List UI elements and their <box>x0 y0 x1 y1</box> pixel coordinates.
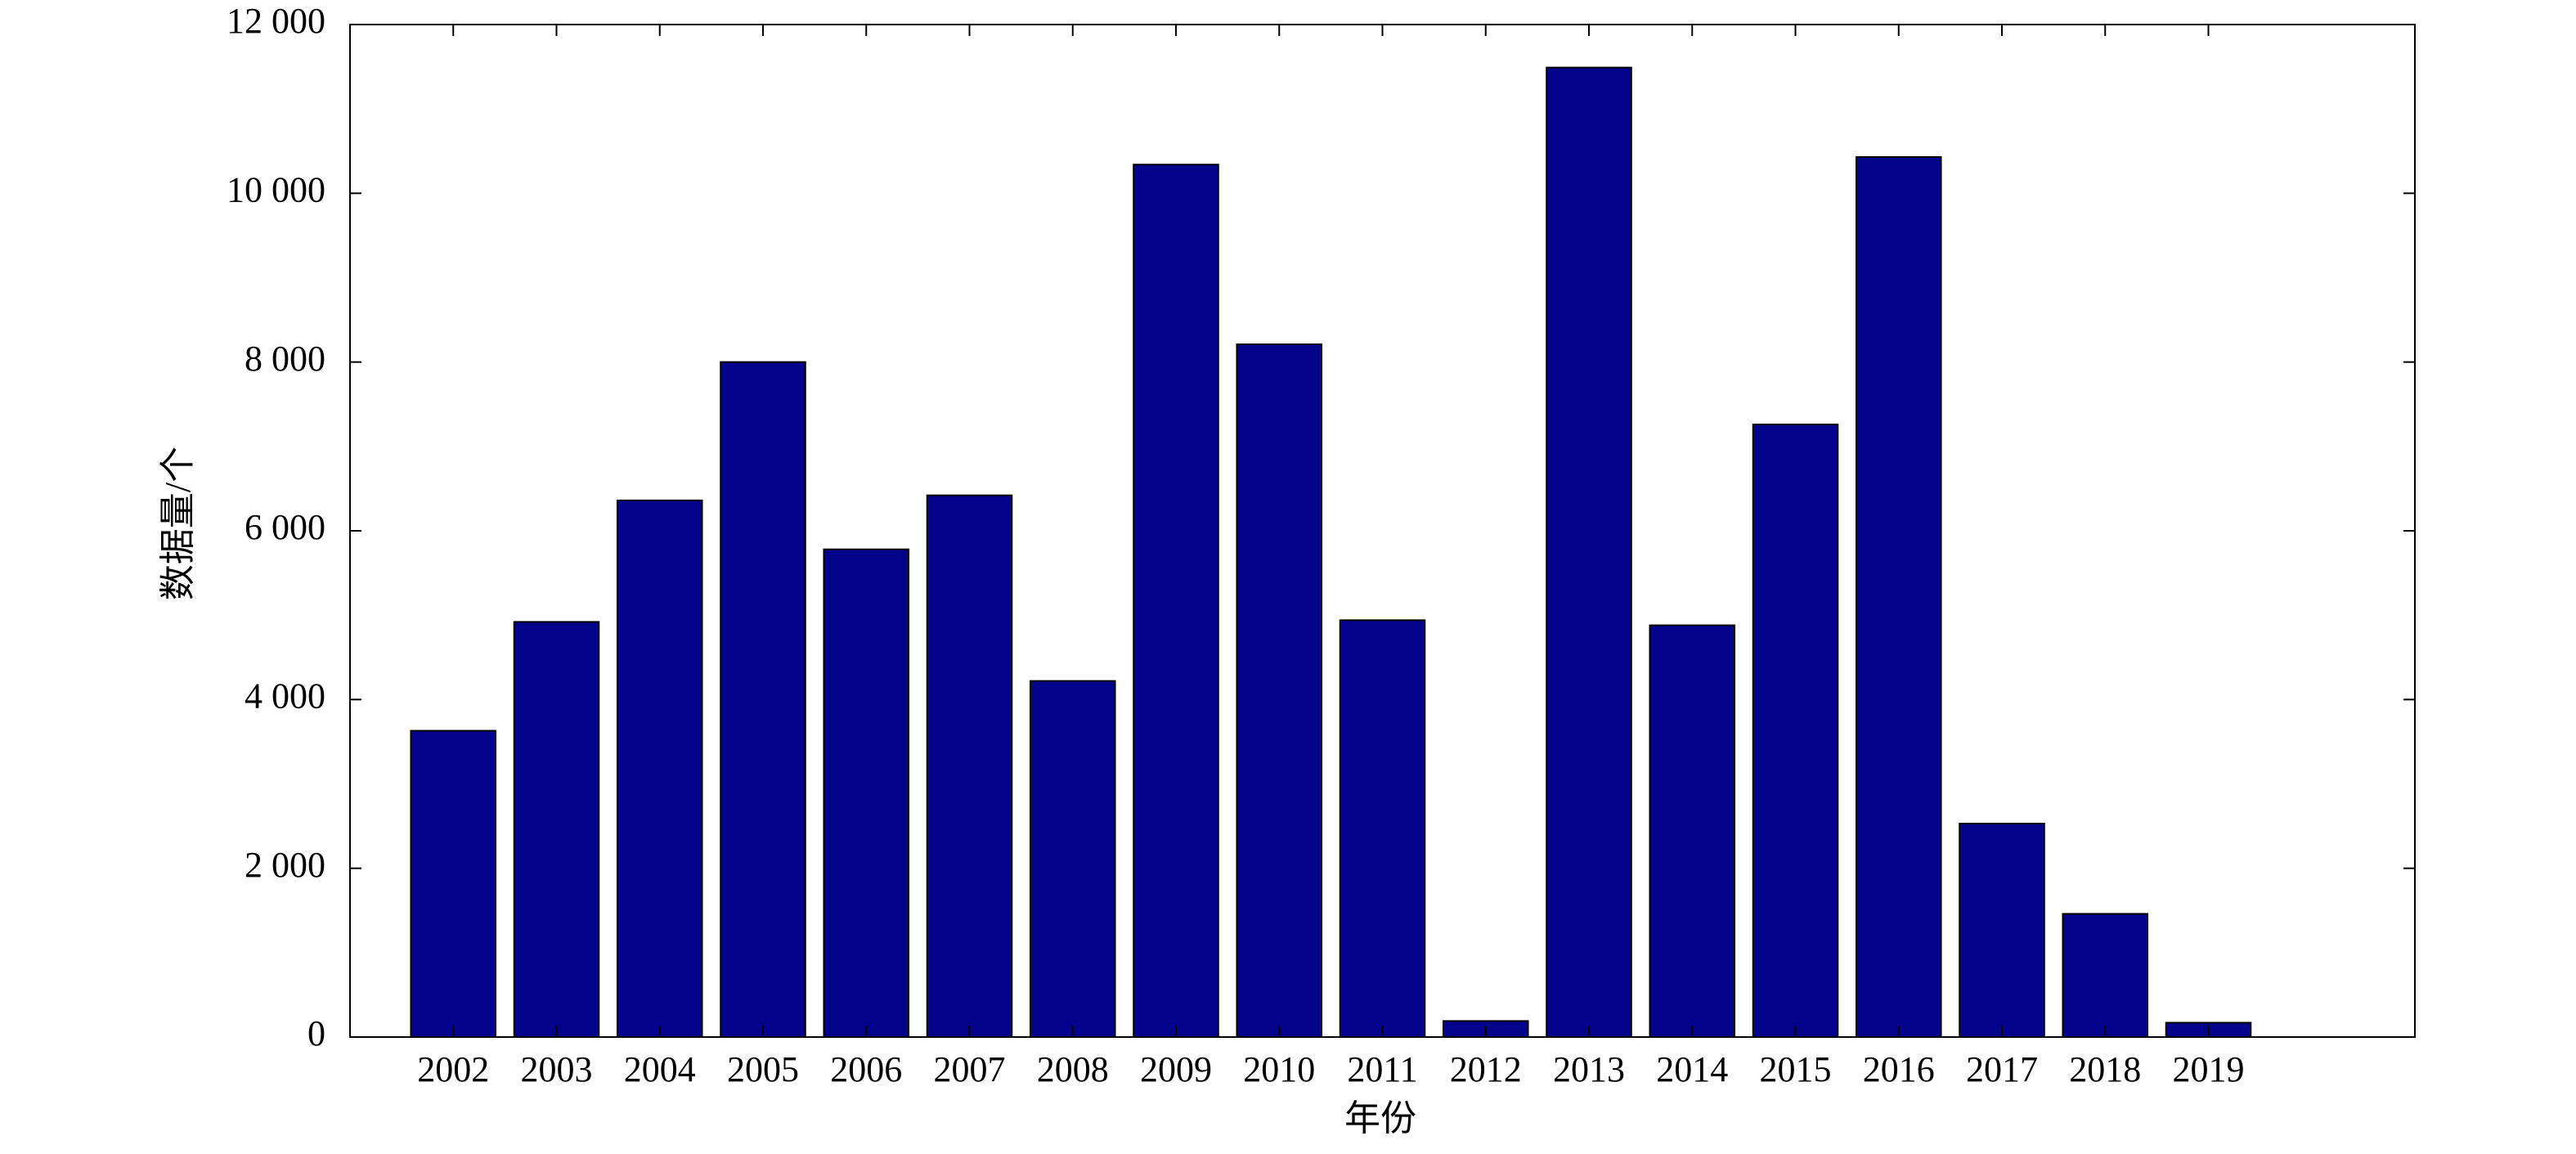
bar <box>513 621 600 1038</box>
x-tick-label: 2018 <box>2069 1049 2141 1089</box>
x-tick-label: 2012 <box>1450 1049 1522 1089</box>
y-tick-label: 0 <box>307 1013 325 1053</box>
x-tick-label: 2011 <box>1347 1049 1417 1089</box>
x-tick-label: 2015 <box>1760 1049 1832 1089</box>
x-tick-label: 2004 <box>624 1049 696 1089</box>
x-tick-label: 2010 <box>1243 1049 1315 1089</box>
bar <box>2062 913 2149 1039</box>
bar <box>1546 66 1632 1039</box>
x-tick-label: 2007 <box>934 1049 1006 1089</box>
bar <box>926 494 1013 1038</box>
bar <box>1752 424 1839 1038</box>
y-tick-label: 10 000 <box>227 169 325 209</box>
bar <box>1649 624 1736 1039</box>
bar <box>1339 619 1426 1039</box>
y-tick-label: 12 000 <box>227 1 325 41</box>
axes-box <box>349 24 2416 1038</box>
bar <box>1959 822 2045 1038</box>
x-tick-label: 2013 <box>1553 1049 1625 1089</box>
x-tick-label: 2006 <box>830 1049 902 1089</box>
x-tick-label: 2008 <box>1037 1049 1109 1089</box>
bar <box>1855 155 1942 1038</box>
x-tick-label: 2005 <box>727 1049 799 1089</box>
y-tick-label: 2 000 <box>245 845 325 885</box>
x-tick-label: 2003 <box>521 1049 593 1089</box>
y-tick-label: 8 000 <box>245 339 325 379</box>
x-axis-label: 年份 <box>1344 1098 1416 1138</box>
bar <box>616 499 703 1038</box>
x-tick-label: 2009 <box>1140 1049 1212 1089</box>
x-tick-label: 2014 <box>1656 1049 1728 1089</box>
x-tick-label: 2019 <box>2173 1049 2245 1089</box>
bar <box>410 730 497 1038</box>
bar <box>1029 680 1116 1038</box>
y-tick-label: 6 000 <box>245 507 325 547</box>
bar <box>720 361 806 1038</box>
bar <box>823 548 910 1038</box>
x-tick-label: 2017 <box>1966 1049 2038 1089</box>
bar <box>1236 344 1323 1039</box>
x-tick-label: 2016 <box>1863 1049 1935 1089</box>
x-tick-label: 2002 <box>417 1049 489 1089</box>
bar <box>1133 164 1219 1038</box>
y-tick-label: 4 000 <box>245 676 325 716</box>
y-axis-label: 数据量/个 <box>158 447 198 600</box>
